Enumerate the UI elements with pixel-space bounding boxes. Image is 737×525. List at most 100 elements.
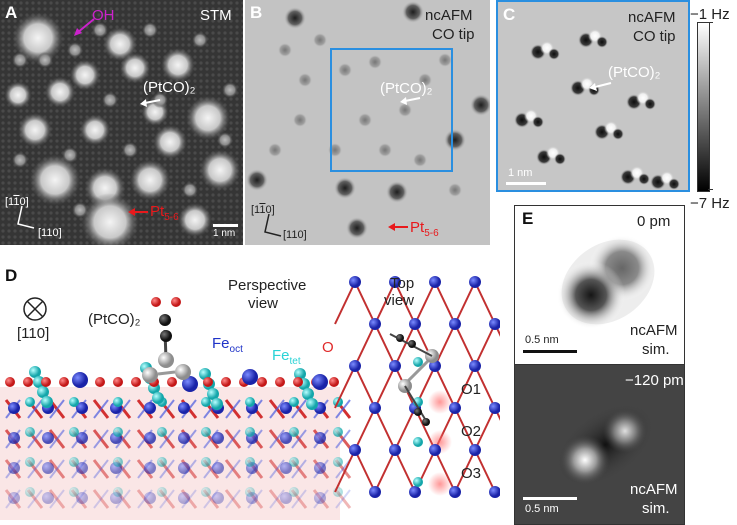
fe-tet-atom <box>69 397 79 407</box>
site-glow <box>428 390 452 414</box>
ptco-arrow-icon-c <box>589 82 612 91</box>
colorbar-bottom-label: −7 Hz <box>690 195 730 212</box>
fe-oct-atom <box>178 432 190 444</box>
afm-light-feature <box>378 143 392 157</box>
site-label-o3: O3 <box>461 465 482 482</box>
fe-oct-atom <box>369 318 381 330</box>
stm-dim-feature <box>142 22 158 38</box>
colorbar-top-label: −1 Hz <box>690 6 730 23</box>
oxygen-atom <box>167 377 177 387</box>
bond <box>394 407 416 451</box>
fe-tet-atom <box>289 397 299 407</box>
fe-tet-atom <box>37 386 49 398</box>
bond <box>269 489 285 509</box>
bond <box>49 489 65 509</box>
perspective-label-1: Perspective <box>228 277 307 294</box>
bond <box>494 407 500 421</box>
perspective-label-2: view <box>248 295 279 312</box>
bond <box>454 365 476 409</box>
bond <box>354 449 376 493</box>
fe-oct-atom <box>409 318 421 330</box>
fe-tet-atom <box>113 427 123 437</box>
bond <box>115 429 131 449</box>
scale-label-a: 1 nm <box>213 228 236 239</box>
stm-bright-feature <box>129 159 171 201</box>
bond <box>454 323 476 367</box>
fe-tet-atom <box>306 398 318 410</box>
sim-label-top-1: ncAFM <box>630 322 678 339</box>
bond <box>159 399 175 419</box>
bond <box>48 459 66 479</box>
bond <box>157 370 176 376</box>
stm-bright-feature <box>69 59 101 91</box>
fe-oct-atom <box>349 276 361 288</box>
oxygen-atom <box>95 377 105 387</box>
bond <box>335 429 351 449</box>
afm-dark-lobe <box>596 36 608 48</box>
bond <box>474 365 496 409</box>
fe-oct-atom <box>314 492 326 504</box>
bond <box>374 281 396 325</box>
bond <box>159 459 175 479</box>
stm-dim-feature <box>192 32 208 48</box>
fe-oct-atom <box>76 462 88 474</box>
bond <box>335 459 351 479</box>
bond <box>115 399 131 419</box>
fe-oct-atom <box>489 318 500 330</box>
scale-label-e-bottom: 0.5 nm <box>525 503 559 515</box>
fe-oct-atom <box>212 492 224 504</box>
carbon-atom <box>160 330 172 342</box>
bond <box>474 449 496 493</box>
carbon-atom <box>414 408 422 416</box>
fe-tet-atom <box>69 457 79 467</box>
oh-label: OH <box>92 7 115 24</box>
bond <box>115 489 131 509</box>
bond <box>494 323 500 337</box>
fe-tet-atom <box>245 457 255 467</box>
fe-tet-atom <box>69 427 79 437</box>
ncafm-image-c <box>498 2 688 190</box>
colorbar-tick-bottom <box>708 189 713 190</box>
bond <box>225 459 241 479</box>
ptco-label-a: (PtCO)₂ <box>143 79 196 96</box>
stm-bright-feature <box>153 125 187 159</box>
scale-label-e-top: 0.5 nm <box>525 334 559 346</box>
fe-oct-atom <box>76 492 88 504</box>
bond <box>474 323 496 367</box>
site-label-o2: O2 <box>461 423 482 440</box>
fe-oct-atom <box>489 402 500 414</box>
scale-bar-e-bottom <box>523 497 577 500</box>
bond <box>93 489 109 509</box>
fe-oct-atom <box>314 462 326 474</box>
afm-dark-feature <box>402 1 424 23</box>
afm-light-feature <box>398 103 412 117</box>
panel-letter-b: B <box>250 3 263 22</box>
fe-oct-atom <box>409 486 421 498</box>
oxygen-atom <box>41 377 51 387</box>
fe-tet-atom <box>289 487 299 497</box>
top-view-label-2: view <box>384 292 415 309</box>
bond <box>93 459 109 479</box>
sim-label-bottom-2: sim. <box>642 500 670 517</box>
afm-dark-lobe <box>638 173 650 185</box>
structure-model <box>0 276 500 520</box>
bond <box>394 323 416 367</box>
fe-tet-atom <box>157 457 167 467</box>
fe-tet-atom <box>413 477 423 487</box>
afm-light-feature <box>418 73 432 87</box>
bond <box>93 399 109 419</box>
scale-bar-e-top <box>523 350 577 353</box>
site-label-o1: O1 <box>461 381 482 398</box>
top-view-label-1: Top <box>390 275 415 292</box>
afm-dark-lobe <box>548 48 560 60</box>
ncafm-mode-c: ncAFM <box>628 9 676 26</box>
stm-bright-feature <box>79 114 111 146</box>
bond <box>269 399 285 419</box>
fe-tet-atom <box>25 397 35 407</box>
panel-letter-a: A <box>5 3 18 22</box>
afm-dark-lobe <box>554 153 566 165</box>
fe-tet-atom <box>25 457 35 467</box>
fe-oct-atom <box>212 432 224 444</box>
bond <box>354 365 376 409</box>
oxygen-atom <box>329 377 339 387</box>
